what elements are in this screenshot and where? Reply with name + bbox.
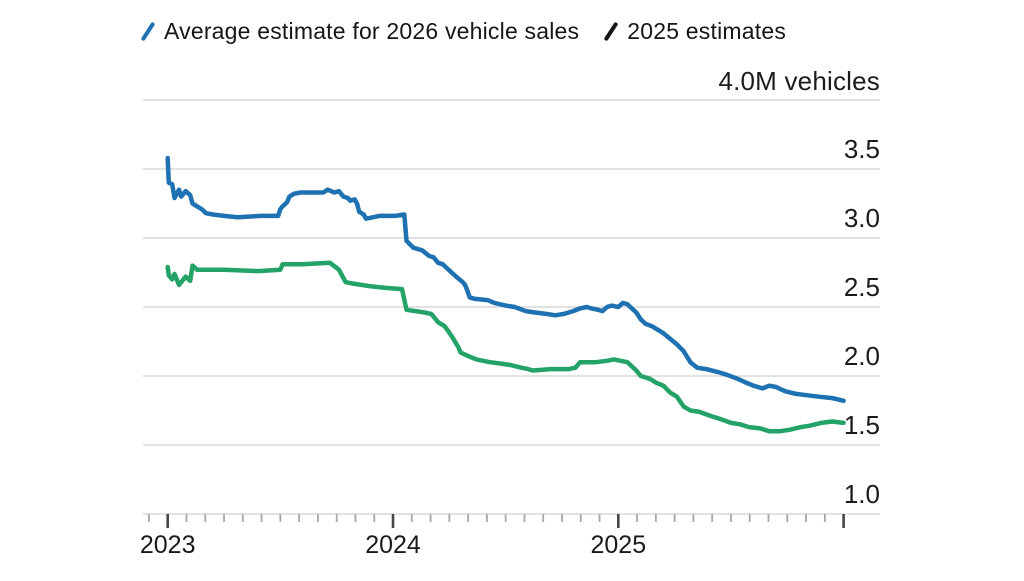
y-tick-label: 1.0 bbox=[844, 479, 880, 509]
y-tick-label: 2.5 bbox=[844, 272, 880, 302]
gridlines bbox=[143, 99, 880, 515]
x-tick-labels: 2023 2024 2025 bbox=[140, 531, 646, 559]
y-axis-unit-label: 4.0M vehicles bbox=[718, 66, 880, 96]
y-tick-label: 2.0 bbox=[844, 341, 880, 371]
legend-item-2026-estimate: Average estimate for 2026 vehicle sales bbox=[140, 18, 580, 45]
x-axis-ticks bbox=[148, 514, 845, 528]
legend-label-2026-estimate: Average estimate for 2026 vehicle sales bbox=[164, 18, 580, 44]
x-tick-label: 2025 bbox=[590, 531, 646, 559]
legend: Average estimate for 2026 vehicle sales … bbox=[140, 18, 787, 45]
series-line-2026-average-estimate bbox=[165, 155, 846, 404]
legend-label-2025-estimates: 2025 estimates bbox=[627, 18, 787, 44]
y-tick-label: 3.5 bbox=[844, 134, 880, 164]
y-tick-label: 1.5 bbox=[844, 410, 880, 440]
series-line-2025-estimates bbox=[165, 260, 846, 434]
x-tick-label: 2023 bbox=[140, 531, 196, 559]
y-tick-labels: 3.5 3.0 2.5 2.0 1.5 1.0 bbox=[844, 134, 880, 509]
y-tick-label: 3.0 bbox=[844, 203, 880, 233]
legend-item-2025-estimates: 2025 estimates bbox=[603, 18, 787, 45]
black-slash-icon bbox=[603, 21, 619, 42]
x-tick-label: 2024 bbox=[365, 531, 421, 559]
